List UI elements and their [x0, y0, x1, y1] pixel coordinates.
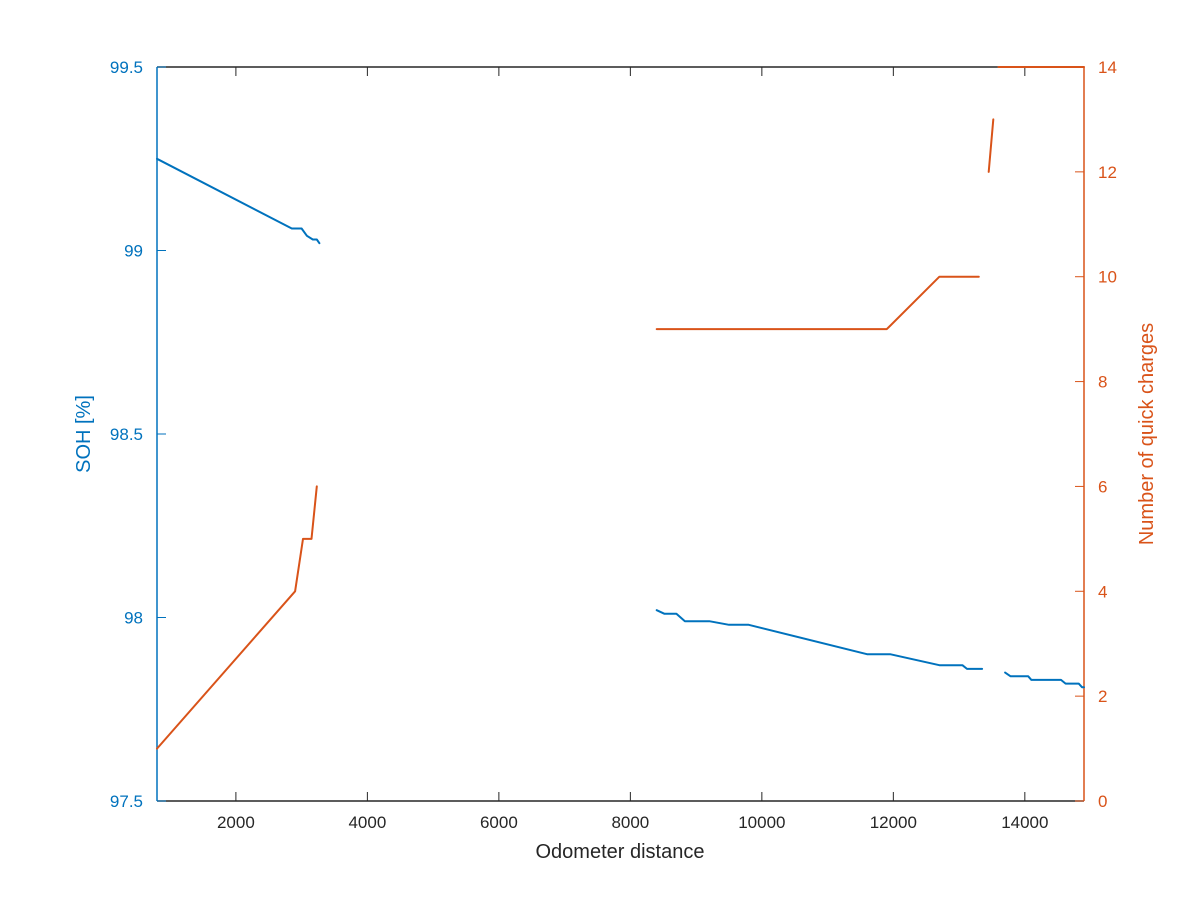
right-y-axis-title: Number of quick charges: [1136, 323, 1158, 545]
right-y-tick-label: 6: [1098, 477, 1107, 496]
right-y-tick-label: 14: [1098, 58, 1117, 77]
x-tick-label: 2000: [217, 813, 255, 832]
x-tick-label: 12000: [870, 813, 917, 832]
axes-layer: [156, 66, 1085, 802]
right-y-tick-label: 0: [1098, 792, 1107, 811]
right-y-tick-label: 2: [1098, 687, 1107, 706]
right-y-tick-label: 8: [1098, 373, 1107, 392]
left-y-tick-label: 98.5: [110, 425, 143, 444]
x-tick-label: 8000: [611, 813, 649, 832]
right-y-tick-label: 12: [1098, 163, 1117, 182]
quick-charges-line-segment: [655, 275, 980, 331]
quick-charges-line-segment: [156, 485, 318, 750]
left-y-tick-label: 99.5: [110, 58, 143, 77]
x-tick-label: 10000: [738, 813, 785, 832]
x-axis-title: Odometer distance: [536, 841, 705, 863]
soh-line-segment: [1004, 671, 1085, 689]
x-tick-label: 6000: [480, 813, 518, 832]
series-layer: [156, 66, 1085, 750]
right-y-tick-label: 4: [1098, 582, 1107, 601]
left-y-tick-label: 99: [124, 242, 143, 261]
quick-charges-line-segment: [987, 118, 995, 173]
x-tick-label: 14000: [1001, 813, 1048, 832]
x-tick-label: 4000: [348, 813, 386, 832]
soh-line-segment: [156, 157, 321, 245]
soh-line-segment: [655, 609, 984, 670]
left-y-tick-label: 98: [124, 609, 143, 628]
left-y-axis-title: SOH [%]: [73, 395, 95, 473]
ticks-layer: 2000 4000 6000 8000 10000 12000 14000 97.5 98 98.…: [110, 58, 1117, 832]
left-y-tick-label: 97.5: [110, 792, 143, 811]
right-y-tick-label: 10: [1098, 268, 1117, 287]
